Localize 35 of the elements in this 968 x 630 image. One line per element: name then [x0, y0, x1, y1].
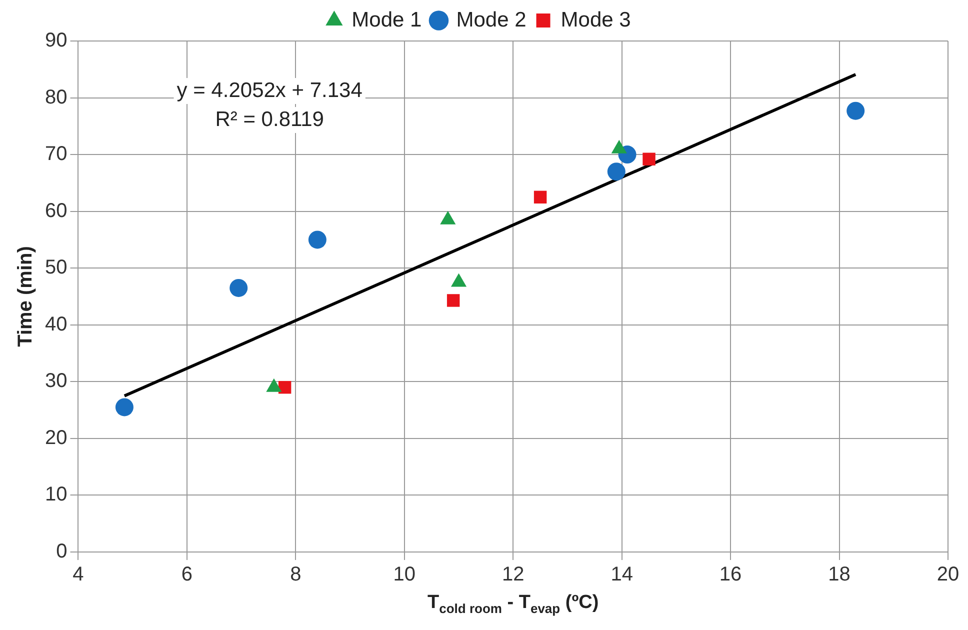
- point: [607, 162, 626, 181]
- point: [846, 102, 865, 120]
- y-tick-label: 70: [44, 143, 68, 166]
- x-tick-label: 8: [290, 564, 302, 586]
- legend-label: Mode 1: [352, 8, 422, 32]
- point: [230, 278, 248, 297]
- point: [642, 152, 656, 166]
- legend-label: Mode 3: [560, 8, 631, 32]
- y-tick-label: 40: [44, 313, 68, 336]
- x-tick-label: 4: [72, 564, 84, 586]
- y-tick-label: 50: [44, 256, 68, 279]
- point: [308, 230, 326, 249]
- y-tick-label: 80: [44, 86, 68, 108]
- y-tick-label: 30: [44, 370, 68, 392]
- x-tick-label: 10: [393, 564, 416, 586]
- legend-label: Mode 2: [456, 8, 526, 32]
- point: [534, 190, 547, 204]
- x-axis-title: T$_{cold room}$ - T$_{evap}$ (ºC): [428, 592, 599, 616]
- y-axis-title: Time (min): [14, 246, 37, 347]
- x-tick-label: 18: [828, 564, 850, 586]
- annotation: y = 4.2052x + 7.134: [176, 78, 363, 102]
- y-tick-label: 90: [44, 30, 68, 52]
- y-tick-label: 0: [56, 540, 68, 563]
- x-tick-label: 14: [610, 564, 633, 586]
- annotation: R² = 0.8119: [215, 108, 324, 131]
- y-tick-label: 10: [44, 484, 68, 506]
- point: [115, 398, 134, 416]
- x-tick-label: 16: [719, 564, 742, 586]
- point: [278, 380, 292, 394]
- x-tick-label: 6: [181, 564, 193, 586]
- x-tick-label: 20: [936, 564, 960, 586]
- x-tick-label: 12: [502, 564, 524, 586]
- point: [446, 294, 460, 307]
- y-tick-label: 60: [44, 200, 68, 222]
- y-tick-label: 20: [44, 426, 68, 449]
